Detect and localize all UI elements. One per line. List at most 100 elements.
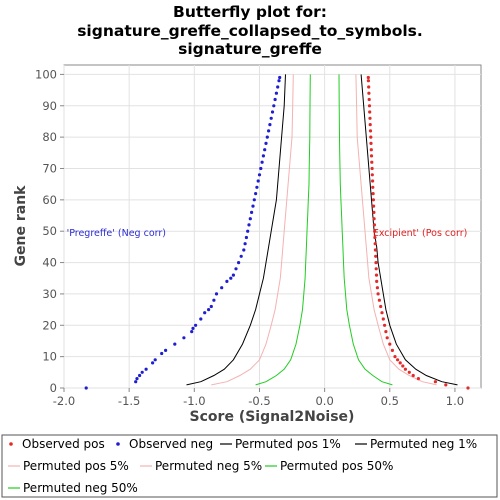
point-observed-pos: [367, 104, 372, 108]
point-observed-pos: [369, 154, 374, 158]
point-observed-neg: [274, 91, 278, 95]
point-observed-pos: [384, 330, 388, 334]
legend-item-label: Permuted neg 5%: [155, 459, 262, 473]
point-observed-neg: [135, 377, 139, 381]
point-observed-neg: [225, 279, 229, 283]
y-tick-label: 70: [42, 161, 57, 175]
x-axis-label: Score (Signal2Noise): [190, 409, 355, 425]
point-observed-pos: [374, 261, 378, 265]
point-observed-pos: [371, 198, 375, 202]
annotation-label: Excipient' (Pos corr): [373, 228, 467, 239]
legend-item-label: Permuted pos 1%: [235, 437, 341, 451]
point-observed-pos: [371, 179, 375, 183]
point-observed-neg: [134, 380, 138, 384]
point-observed-pos: [398, 361, 402, 365]
point-observed-pos: [371, 185, 375, 189]
point-observed-neg: [278, 75, 282, 80]
grid: [63, 65, 481, 389]
point-observed-pos: [381, 317, 385, 321]
point-observed-neg: [259, 166, 263, 171]
point-observed-neg: [160, 351, 164, 356]
point-observed-neg: [257, 173, 262, 177]
point-observed-neg: [207, 308, 211, 312]
point-observed-neg: [237, 261, 241, 265]
point-observed-pos: [370, 166, 374, 171]
legend-item-label: Permuted neg 1%: [370, 437, 477, 451]
y-tick-label: 20: [42, 318, 57, 332]
point-observed-neg: [261, 154, 265, 158]
point-observed-neg: [256, 179, 260, 183]
point-observed-neg: [264, 141, 268, 145]
annotation-label: 'Pregreffe' (Neg corr): [67, 228, 166, 239]
point-observed-pos: [376, 292, 380, 296]
point-observed-pos: [375, 279, 379, 283]
point-observed-pos: [396, 358, 400, 362]
series-line-permuted-pos-5: [355, 74, 437, 386]
point-observed-pos: [416, 377, 420, 381]
point-observed-pos: [369, 148, 373, 152]
point-observed-neg: [268, 123, 272, 127]
y-tick-label: 80: [42, 130, 57, 144]
point-observed-pos: [372, 217, 376, 221]
point-observed-pos: [380, 311, 384, 315]
y-tick-label: 10: [42, 350, 57, 364]
point-observed-pos: [374, 254, 378, 258]
y-tick-label: 50: [42, 224, 57, 238]
x-tick-label: 0.0: [315, 394, 333, 408]
series-line-permuted-pos-50: [338, 74, 393, 386]
point-observed-neg: [273, 97, 277, 102]
point-observed-neg: [191, 326, 195, 330]
point-observed-pos: [377, 298, 381, 302]
point-observed-neg: [242, 248, 246, 252]
point-observed-pos: [374, 267, 378, 271]
x-tick-label: -2.0: [53, 394, 75, 408]
point-observed-pos: [433, 380, 437, 384]
point-observed-neg: [267, 129, 271, 133]
series-line-permuted-neg-50: [255, 74, 311, 386]
point-observed-pos: [390, 348, 394, 352]
chart-title-line-2: signature_greffe_collapsed_to_symbols.: [77, 22, 423, 40]
legend-item-label: Observed pos: [22, 437, 105, 451]
point-observed-neg: [138, 373, 142, 378]
point-observed-neg: [270, 110, 275, 114]
point-observed-neg: [276, 85, 280, 89]
x-tick-label: -0.5: [248, 394, 270, 408]
y-tick-label: 60: [42, 193, 57, 207]
point-observed-pos: [375, 286, 379, 290]
point-observed-pos: [370, 173, 374, 177]
point-observed-neg: [182, 336, 186, 340]
point-observed-pos: [373, 242, 377, 246]
point-observed-neg: [84, 386, 88, 390]
series-layer: [84, 74, 470, 390]
point-observed-neg: [248, 217, 252, 221]
point-observed-neg: [203, 311, 207, 315]
point-observed-pos: [393, 355, 397, 359]
point-observed-pos: [368, 123, 372, 127]
point-observed-pos: [372, 204, 376, 208]
point-observed-pos: [367, 85, 371, 89]
point-observed-pos: [379, 304, 383, 309]
point-observed-neg: [243, 242, 247, 246]
point-observed-pos: [407, 370, 411, 374]
x-tick-label: 0.5: [381, 394, 399, 408]
point-observed-pos: [369, 135, 373, 139]
legend-item-label: Permuted pos 5%: [23, 459, 129, 473]
point-observed-neg: [277, 79, 281, 83]
point-observed-neg: [229, 276, 233, 280]
point-observed-neg: [151, 361, 155, 365]
point-observed-neg: [263, 148, 267, 152]
point-observed-neg: [231, 273, 235, 277]
point-observed-neg: [250, 210, 254, 214]
point-observed-neg: [199, 317, 203, 321]
legend: Observed pos Observed neg Permuted pos 1% P…: [8, 437, 477, 495]
point-observed-pos: [403, 367, 407, 371]
axis-ticks: -2.0 -1.5 -1.0 -0.5 0.0 0.5 1.0 0 10 20 30 40 50 60 70…: [35, 67, 464, 408]
x-tick-label: -1.5: [118, 394, 140, 408]
point-observed-neg: [269, 116, 273, 120]
point-observed-neg: [220, 286, 224, 290]
point-observed-pos: [374, 273, 379, 277]
point-observed-neg: [247, 223, 251, 227]
point-observed-neg: [272, 104, 276, 108]
y-tick-label: 100: [35, 67, 57, 81]
